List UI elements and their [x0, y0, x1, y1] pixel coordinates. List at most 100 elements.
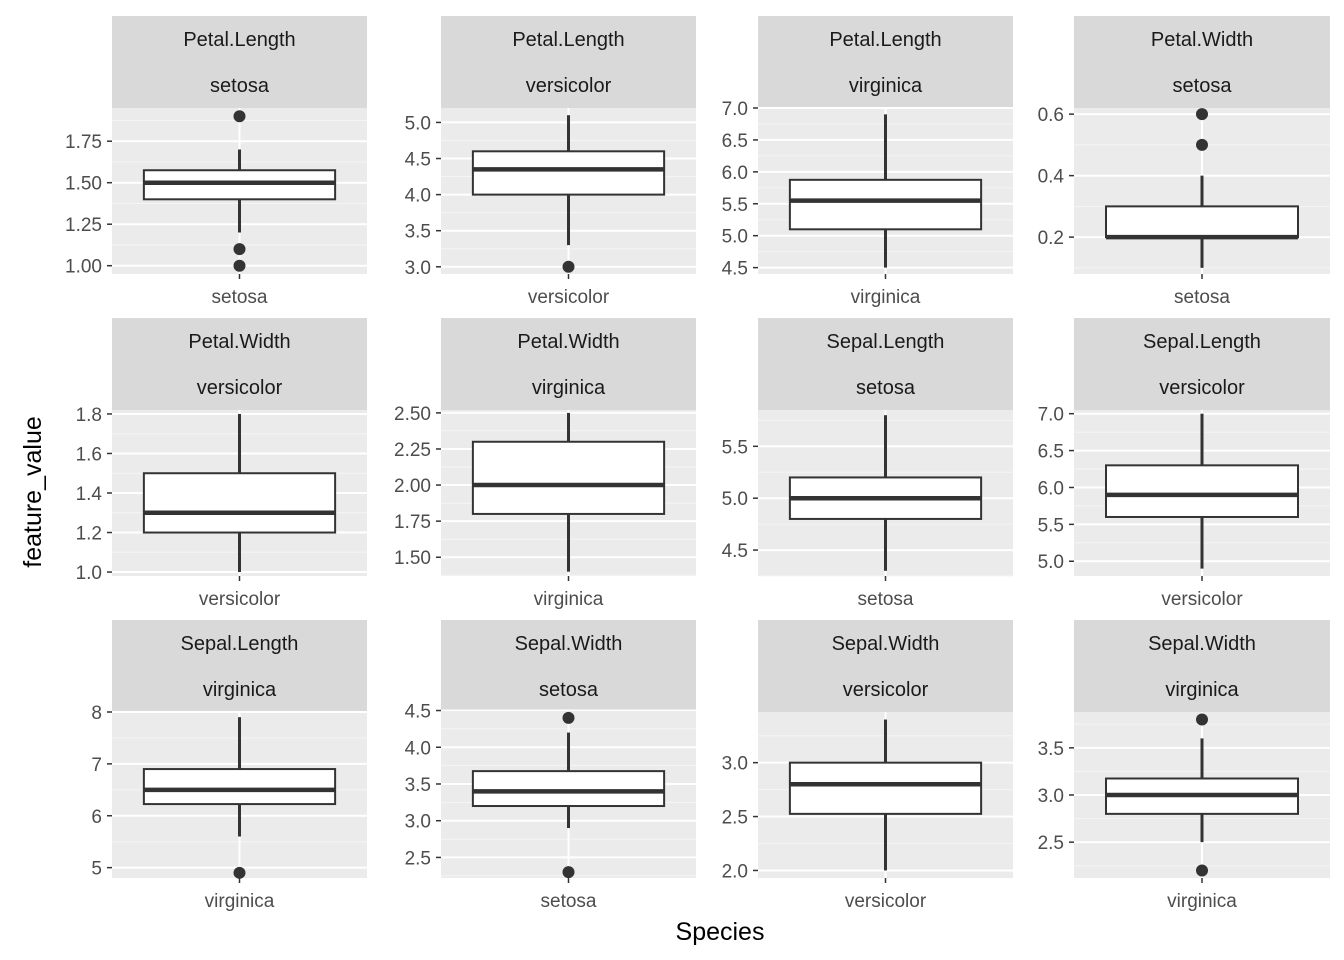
strip-label-species: versicolor [1159, 377, 1245, 399]
y-tick-label: 4.5 [405, 150, 431, 171]
facet-strip [441, 620, 696, 712]
y-tick-label: 1.50 [394, 548, 431, 569]
facet-panel: Sepal.Width virginica 2.5 3.0 3.5 virginica [1038, 620, 1330, 912]
strip-label-feature: Petal.Width [188, 331, 290, 353]
y-tick-label: 2.50 [394, 404, 431, 425]
y-tick-label: 1.6 [76, 444, 102, 465]
y-tick-label: 0.2 [1038, 228, 1064, 249]
y-tick-label: 0.6 [1038, 105, 1064, 126]
y-tick-label: 1.8 [76, 405, 102, 426]
y-tick-label: 1.0 [76, 563, 102, 584]
y-axis-title: feature_value [19, 416, 47, 568]
facet-panel: Petal.Length virginica 4.5 5.0 5.5 6.0 6.5 7.0 v… [722, 16, 1013, 308]
facet-strip [758, 318, 1013, 410]
facet-panel: Sepal.Width setosa 2.5 3.0 3.5 4.0 4.5 setosa [405, 620, 696, 912]
strip-label-species: setosa [1173, 75, 1233, 97]
y-tick-label: 3.0 [1038, 786, 1064, 807]
facet-strip [112, 620, 367, 712]
x-tick-label: virginica [534, 589, 604, 610]
strip-label-species: virginica [532, 377, 606, 399]
facet-strip [112, 318, 367, 410]
facet-strip [1074, 16, 1330, 108]
outlier-point [1196, 864, 1208, 877]
strip-label-species: versicolor [843, 679, 929, 701]
strip-label-feature: Petal.Length [183, 29, 295, 51]
x-tick-label: versicolor [199, 589, 281, 610]
y-tick-label: 2.00 [394, 476, 431, 497]
strip-label-feature: Sepal.Length [181, 633, 299, 655]
facet-panel: Petal.Width setosa 0.2 0.4 0.6 setosa [1038, 16, 1330, 308]
strip-label-species: setosa [856, 377, 916, 399]
y-tick-label: 5.0 [722, 227, 748, 248]
strip-label-feature: Sepal.Width [1148, 633, 1256, 655]
y-tick-label: 6 [91, 807, 102, 828]
y-tick-label: 6.0 [722, 163, 748, 184]
y-tick-label: 5.5 [722, 437, 748, 458]
strip-label-species: setosa [539, 679, 599, 701]
outlier-point [233, 259, 246, 272]
x-tick-label: virginica [1167, 891, 1237, 912]
box-iqr [142, 768, 337, 806]
y-tick-label: 1.4 [76, 484, 103, 505]
facet-strip [758, 620, 1013, 712]
y-tick-label: 0.4 [1038, 167, 1065, 188]
y-tick-label: 7.0 [1038, 405, 1064, 426]
x-axis-title: Species [676, 918, 765, 946]
strip-label-species: virginica [1165, 679, 1239, 701]
strip-label-feature: Petal.Width [517, 331, 619, 353]
strip-label-feature: Sepal.Length [827, 331, 945, 353]
y-tick-label: 3.5 [1038, 739, 1064, 760]
x-tick-label: virginica [851, 287, 921, 308]
box-iqr [471, 770, 666, 808]
y-tick-label: 2.0 [722, 861, 748, 882]
y-tick-label: 4.5 [405, 702, 431, 723]
facet-panel: Petal.Width virginica 1.50 1.75 2.00 2.25 2.50… [394, 318, 696, 610]
y-tick-label: 5.5 [1038, 515, 1064, 536]
y-tick-label: 4.0 [405, 738, 431, 759]
facet-strip [112, 16, 367, 108]
facet-strip [1074, 620, 1330, 712]
outlier-point [1196, 108, 1208, 121]
strip-label-species: versicolor [526, 75, 612, 97]
x-tick-label: setosa [1174, 287, 1230, 308]
box-iqr [1105, 205, 1299, 239]
x-tick-label: setosa [212, 287, 268, 308]
box-iqr [788, 761, 983, 815]
y-tick-label: 5.5 [722, 195, 748, 216]
y-tick-label: 1.25 [65, 215, 102, 236]
x-tick-label: versicolor [845, 891, 927, 912]
facet-panel: Sepal.Length versicolor 5.0 5.5 6.0 6.5 7.0 ver… [1038, 318, 1330, 610]
x-tick-label: setosa [858, 589, 914, 610]
x-tick-label: setosa [541, 891, 597, 912]
strip-label-feature: Petal.Width [1151, 29, 1253, 51]
facet-strip [441, 318, 696, 410]
strip-label-species: setosa [210, 75, 270, 97]
outlier-point [562, 866, 575, 879]
y-tick-label: 5.0 [405, 113, 431, 134]
strip-label-feature: Sepal.Width [515, 633, 623, 655]
strip-label-feature: Petal.Length [829, 29, 941, 51]
x-tick-label: versicolor [528, 287, 610, 308]
strip-label-feature: Sepal.Length [1143, 331, 1261, 353]
outlier-point [233, 243, 246, 256]
y-tick-label: 1.75 [394, 512, 431, 533]
y-tick-label: 2.5 [405, 848, 431, 869]
facet-panel: Sepal.Length setosa 4.5 5.0 5.5 setosa [722, 318, 1013, 610]
y-tick-label: 4.0 [405, 186, 431, 207]
y-tick-label: 3.5 [405, 222, 431, 243]
y-tick-label: 1.00 [65, 257, 102, 278]
y-tick-label: 3.0 [405, 258, 431, 279]
x-tick-label: versicolor [1161, 589, 1243, 610]
facet-strip [1074, 318, 1330, 410]
strip-label-species: virginica [203, 679, 277, 701]
box-iqr [471, 150, 666, 196]
y-tick-label: 5.0 [1038, 552, 1064, 573]
outlier-point [562, 260, 575, 273]
y-tick-label: 4.5 [722, 541, 748, 562]
outlier-point [1196, 713, 1208, 726]
facet-panel: Sepal.Length virginica 5 6 7 8 virginica [91, 620, 367, 912]
y-tick-label: 6.0 [1038, 478, 1064, 499]
facet-panel: Petal.Length versicolor 3.0 3.5 4.0 4.5 5.0 ver… [405, 16, 696, 308]
y-tick-label: 1.75 [65, 132, 102, 153]
